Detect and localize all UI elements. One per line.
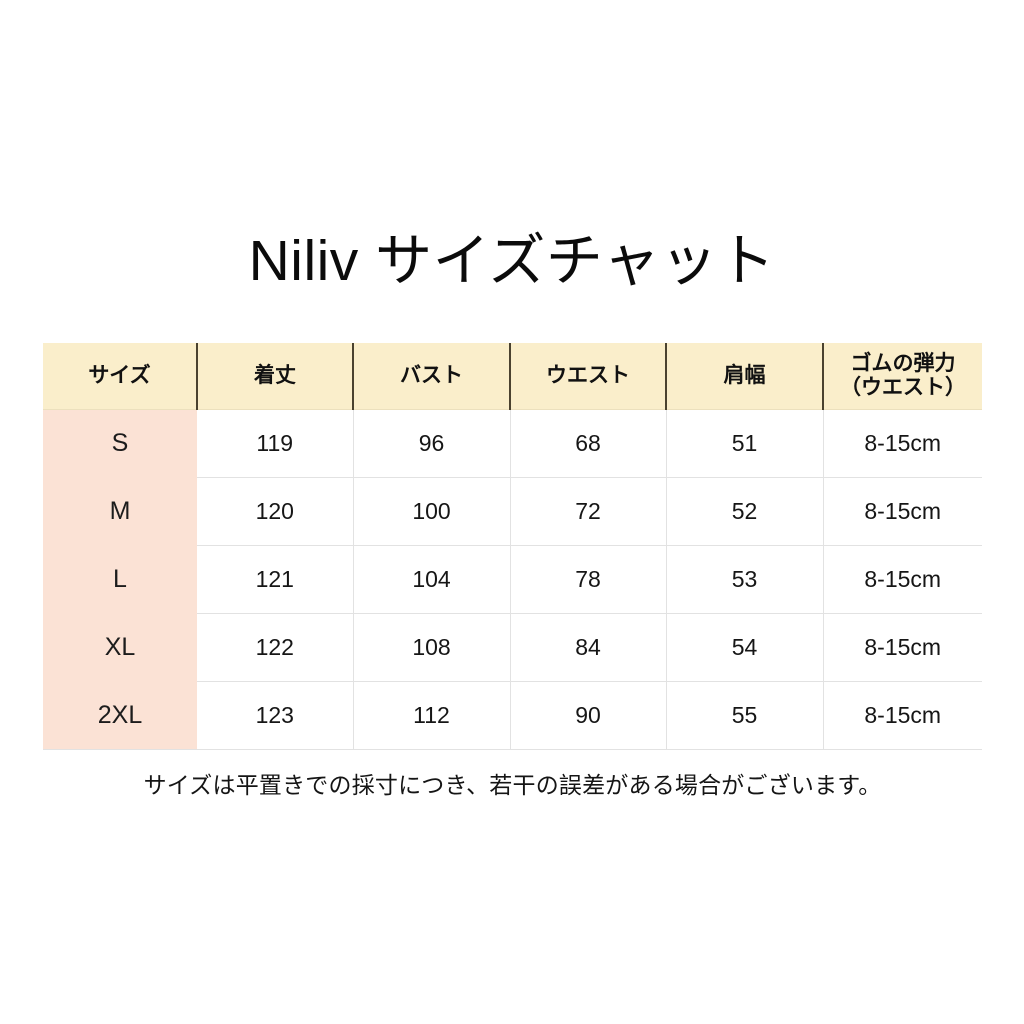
table-header-row: サイズ 着丈 バスト ウエスト 肩幅 ゴムの弾力 （ウエスト） bbox=[43, 343, 982, 410]
cell-shoulder: 55 bbox=[666, 681, 824, 750]
cell-size: L bbox=[43, 545, 197, 614]
column-header-shoulder: 肩幅 bbox=[666, 343, 824, 410]
size-chart-table: サイズ 着丈 バスト ウエスト 肩幅 ゴムの弾力 （ウエスト） S 119 96… bbox=[43, 343, 982, 816]
table-row: L 121 104 78 53 8-15cm bbox=[43, 545, 982, 614]
cell-waist: 90 bbox=[510, 681, 667, 750]
cell-shoulder: 51 bbox=[666, 409, 824, 478]
table-footnote-row: サイズは平置きでの採寸につき、若干の誤差がある場合がございます。 bbox=[43, 749, 982, 816]
column-header-length: 着丈 bbox=[197, 343, 354, 410]
cell-size: M bbox=[43, 477, 197, 546]
cell-length: 122 bbox=[197, 613, 354, 682]
cell-waist: 84 bbox=[510, 613, 667, 682]
table-row: XL 122 108 84 54 8-15cm bbox=[43, 613, 982, 682]
cell-shoulder: 54 bbox=[666, 613, 824, 682]
cell-bust: 96 bbox=[353, 409, 511, 478]
cell-size: 2XL bbox=[43, 681, 197, 750]
cell-elastic: 8-15cm bbox=[823, 477, 982, 546]
cell-bust: 104 bbox=[353, 545, 511, 614]
cell-elastic: 8-15cm bbox=[823, 409, 982, 478]
cell-size: XL bbox=[43, 613, 197, 682]
page-title: Niliv サイズチャット bbox=[248, 229, 776, 293]
cell-length: 120 bbox=[197, 477, 354, 546]
cell-waist: 78 bbox=[510, 545, 667, 614]
cell-elastic: 8-15cm bbox=[823, 681, 982, 750]
cell-size: S bbox=[43, 409, 197, 478]
table-row: S 119 96 68 51 8-15cm bbox=[43, 409, 982, 478]
table-row: 2XL 123 112 90 55 8-15cm bbox=[43, 681, 982, 750]
cell-waist: 72 bbox=[510, 477, 667, 546]
column-header-size: サイズ bbox=[43, 343, 198, 410]
cell-elastic: 8-15cm bbox=[823, 545, 982, 614]
cell-bust: 112 bbox=[353, 681, 511, 750]
table-row: M 120 100 72 52 8-15cm bbox=[43, 477, 982, 546]
cell-waist: 68 bbox=[510, 409, 667, 478]
column-header-elastic-line2: （ウエスト） bbox=[840, 376, 966, 399]
column-header-waist: ウエスト bbox=[510, 343, 667, 410]
measurement-note: サイズは平置きでの採寸につき、若干の誤差がある場合がございます。 bbox=[43, 749, 982, 816]
cell-shoulder: 52 bbox=[666, 477, 824, 546]
cell-bust: 108 bbox=[353, 613, 511, 682]
column-header-bust: バスト bbox=[353, 343, 511, 410]
column-header-elastic: ゴムの弾力 （ウエスト） bbox=[823, 343, 982, 410]
cell-length: 121 bbox=[197, 545, 354, 614]
column-header-elastic-line1: ゴムの弾力 bbox=[850, 351, 956, 375]
cell-shoulder: 53 bbox=[666, 545, 824, 614]
cell-length: 123 bbox=[197, 681, 354, 750]
cell-length: 119 bbox=[197, 409, 354, 478]
cell-bust: 100 bbox=[353, 477, 511, 546]
cell-elastic: 8-15cm bbox=[823, 613, 982, 682]
